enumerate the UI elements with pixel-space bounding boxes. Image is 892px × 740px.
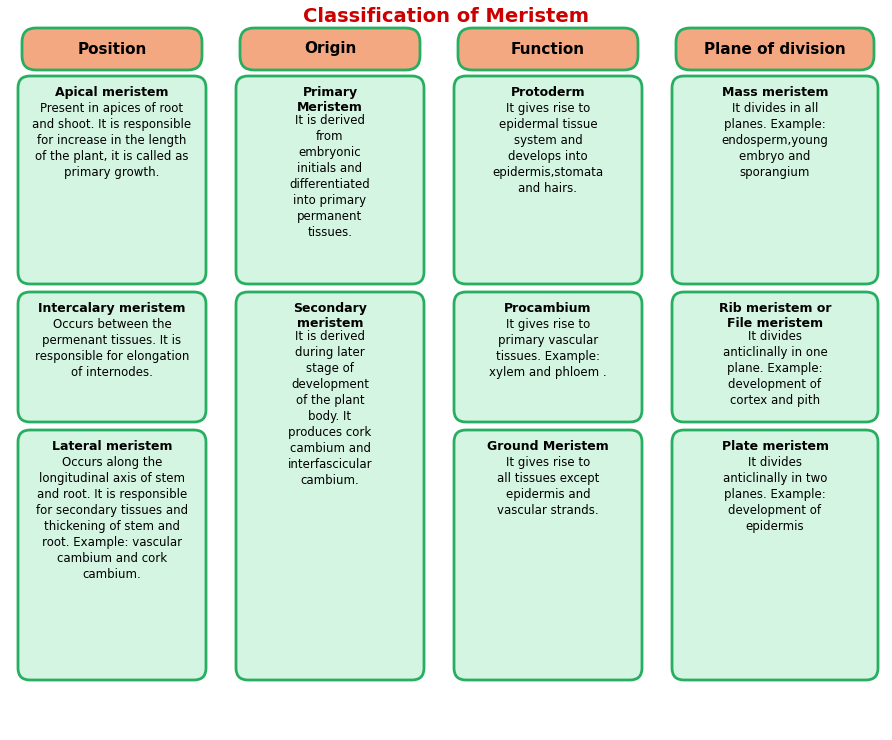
FancyBboxPatch shape xyxy=(18,76,206,284)
Text: It is derived
from
embryonic
initials and
differentiated
into primary
permanent
: It is derived from embryonic initials an… xyxy=(290,114,370,239)
Text: Occurs between the
permenant tissues. It is
responsible for elongation
of intern: Occurs between the permenant tissues. It… xyxy=(35,317,189,379)
Text: Primary
Meristem: Primary Meristem xyxy=(297,86,363,114)
FancyBboxPatch shape xyxy=(18,292,206,422)
Text: Rib meristem or
File meristem: Rib meristem or File meristem xyxy=(719,302,831,330)
Text: It divides
anticlinally in one
plane. Example:
development of
cortex and pith: It divides anticlinally in one plane. Ex… xyxy=(723,330,828,407)
Text: Ground Meristem: Ground Meristem xyxy=(487,440,609,453)
Text: It gives rise to
primary vascular
tissues. Example:
xylem and phloem .: It gives rise to primary vascular tissue… xyxy=(489,317,607,379)
Text: Protoderm: Protoderm xyxy=(511,86,585,99)
FancyBboxPatch shape xyxy=(22,28,202,70)
FancyBboxPatch shape xyxy=(236,292,424,680)
Text: Present in apices of root
and shoot. It is responsible
for increase in the lengt: Present in apices of root and shoot. It … xyxy=(32,101,192,178)
FancyBboxPatch shape xyxy=(676,28,874,70)
Text: Intercalary meristem: Intercalary meristem xyxy=(38,302,186,315)
FancyBboxPatch shape xyxy=(672,292,878,422)
FancyBboxPatch shape xyxy=(454,76,642,284)
Text: Apical meristem: Apical meristem xyxy=(55,86,169,99)
Text: Position: Position xyxy=(78,41,146,56)
Text: Plane of division: Plane of division xyxy=(704,41,846,56)
Text: Function: Function xyxy=(511,41,585,56)
Text: It gives rise to
all tissues except
epidermis and
vascular strands.: It gives rise to all tissues except epid… xyxy=(497,456,599,517)
FancyBboxPatch shape xyxy=(236,76,424,284)
FancyBboxPatch shape xyxy=(454,430,642,680)
Text: Occurs along the
longitudinal axis of stem
and root. It is responsible
for secon: Occurs along the longitudinal axis of st… xyxy=(36,456,188,581)
Text: Classification of Meristem: Classification of Meristem xyxy=(303,7,589,25)
Text: Plate meristem: Plate meristem xyxy=(722,440,829,453)
Text: Procambium: Procambium xyxy=(504,302,591,315)
Text: It divides
anticlinally in two
planes. Example:
development of
epidermis: It divides anticlinally in two planes. E… xyxy=(723,456,827,533)
Text: Lateral meristem: Lateral meristem xyxy=(52,440,172,453)
Text: Origin: Origin xyxy=(304,41,356,56)
Text: Secondary
meristem: Secondary meristem xyxy=(293,302,367,330)
Text: Mass meristem: Mass meristem xyxy=(722,86,829,99)
FancyBboxPatch shape xyxy=(454,292,642,422)
FancyBboxPatch shape xyxy=(672,430,878,680)
FancyBboxPatch shape xyxy=(672,76,878,284)
FancyBboxPatch shape xyxy=(458,28,638,70)
Text: It is derived
during later
stage of
development
of the plant
body. It
produces c: It is derived during later stage of deve… xyxy=(288,330,372,487)
Text: It divides in all
planes. Example:
endosperm,young
embryo and
sporangium: It divides in all planes. Example: endos… xyxy=(722,101,829,178)
Text: It gives rise to
epidermal tissue
system and
develops into
epidermis,stomata
and: It gives rise to epidermal tissue system… xyxy=(492,101,604,195)
FancyBboxPatch shape xyxy=(18,430,206,680)
FancyBboxPatch shape xyxy=(240,28,420,70)
